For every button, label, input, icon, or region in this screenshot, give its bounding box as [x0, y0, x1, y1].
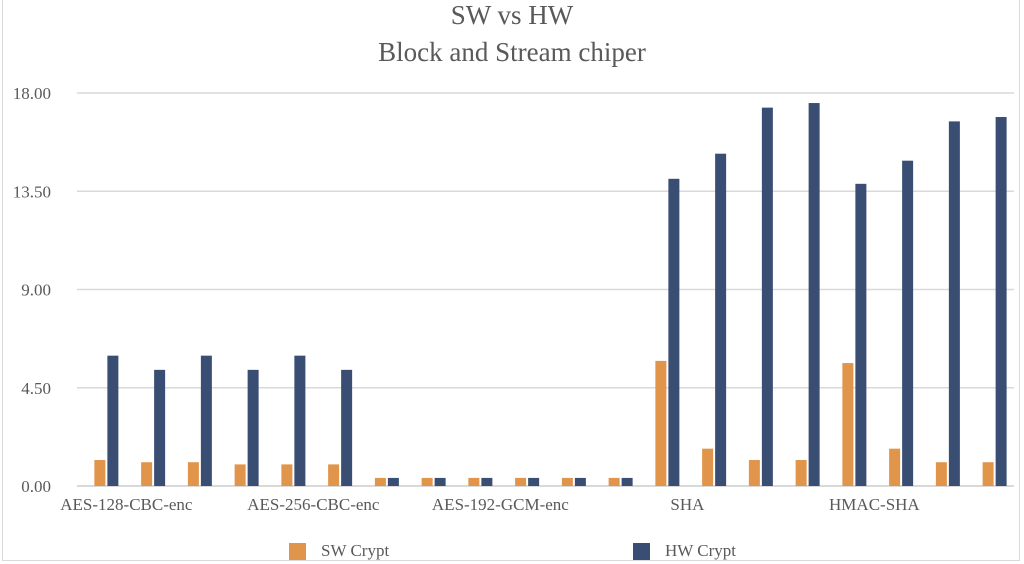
bars: [94, 103, 1007, 487]
bar-hw-crypt[interactable]: [481, 477, 493, 486]
chart-title: SW vs HW: [450, 0, 574, 30]
bar-hw-crypt[interactable]: [341, 369, 353, 486]
bar-hw-crypt[interactable]: [715, 153, 727, 487]
bar-sw-crypt[interactable]: [702, 448, 714, 486]
bar-sw-crypt[interactable]: [795, 460, 807, 486]
bar-sw-crypt[interactable]: [281, 464, 293, 486]
legend-item-hw-crypt[interactable]: HW Crypt: [633, 541, 736, 561]
bar-sw-crypt[interactable]: [935, 462, 947, 486]
bar-hw-crypt[interactable]: [902, 160, 914, 486]
y-axis: 0.00 4.50 9.00 13.50 18.00: [13, 84, 51, 496]
bar-sw-crypt[interactable]: [328, 464, 340, 486]
x-axis: AES-128-CBC-enc AES-256-CBC-enc AES-192-GC…: [60, 495, 920, 514]
bar-sw-crypt[interactable]: [561, 477, 573, 486]
bar-hw-crypt[interactable]: [855, 183, 867, 486]
legend-label-sw-crypt: SW Crypt: [321, 541, 390, 560]
bar-hw-crypt[interactable]: [154, 369, 166, 486]
bar-sw-crypt[interactable]: [187, 462, 199, 486]
bar-sw-crypt[interactable]: [468, 477, 480, 486]
x-tick-label: AES-128-CBC-enc: [60, 495, 193, 514]
bar-hw-crypt[interactable]: [247, 369, 259, 486]
bar-hw-crypt[interactable]: [528, 477, 540, 486]
bar-sw-crypt[interactable]: [515, 477, 527, 486]
bar-hw-crypt[interactable]: [995, 117, 1007, 487]
x-tick-label: AES-192-GCM-enc: [432, 495, 569, 514]
bar-hw-crypt[interactable]: [948, 121, 960, 486]
bar-hw-crypt[interactable]: [434, 477, 446, 486]
bar-sw-crypt[interactable]: [234, 464, 246, 486]
bar-hw-crypt[interactable]: [808, 103, 820, 486]
bar-hw-crypt[interactable]: [668, 178, 680, 486]
bar-hw-crypt[interactable]: [574, 477, 586, 486]
x-tick-label: AES-256-CBC-enc: [247, 495, 380, 514]
bar-hw-crypt[interactable]: [294, 355, 306, 486]
bar-hw-crypt[interactable]: [200, 355, 212, 486]
bar-hw-crypt[interactable]: [107, 355, 119, 486]
y-tick-label: 9.00: [21, 281, 51, 300]
legend-item-sw-crypt[interactable]: SW Crypt: [289, 541, 389, 561]
bar-sw-crypt[interactable]: [889, 448, 901, 486]
bar-sw-crypt[interactable]: [982, 462, 994, 486]
bar-sw-crypt[interactable]: [141, 462, 153, 486]
x-tick-label: SHA: [670, 495, 705, 514]
bar-sw-crypt[interactable]: [655, 360, 667, 486]
bar-sw-crypt[interactable]: [421, 477, 433, 486]
bar-sw-crypt[interactable]: [748, 460, 760, 486]
bar-sw-crypt[interactable]: [374, 477, 386, 486]
y-tick-label: 0.00: [21, 477, 51, 496]
legend-label-hw-crypt: HW Crypt: [665, 541, 736, 560]
legend-swatch-hw-crypt: [633, 542, 650, 560]
chart-subtitle: Block and Stream chiper: [378, 37, 646, 67]
gridlines: [77, 92, 1014, 487]
bar-hw-crypt[interactable]: [387, 477, 399, 486]
bar-sw-crypt[interactable]: [94, 460, 106, 486]
legend-swatch-sw-crypt: [289, 542, 306, 560]
bar-sw-crypt[interactable]: [842, 363, 854, 486]
y-tick-label: 4.50: [21, 379, 51, 398]
y-tick-label: 18.00: [13, 84, 51, 103]
bar-sw-crypt[interactable]: [608, 477, 620, 486]
x-tick-label: HMAC-SHA: [829, 495, 920, 514]
bar-hw-crypt[interactable]: [621, 477, 633, 486]
bar-hw-crypt[interactable]: [761, 107, 773, 487]
y-tick-label: 13.50: [13, 182, 51, 201]
